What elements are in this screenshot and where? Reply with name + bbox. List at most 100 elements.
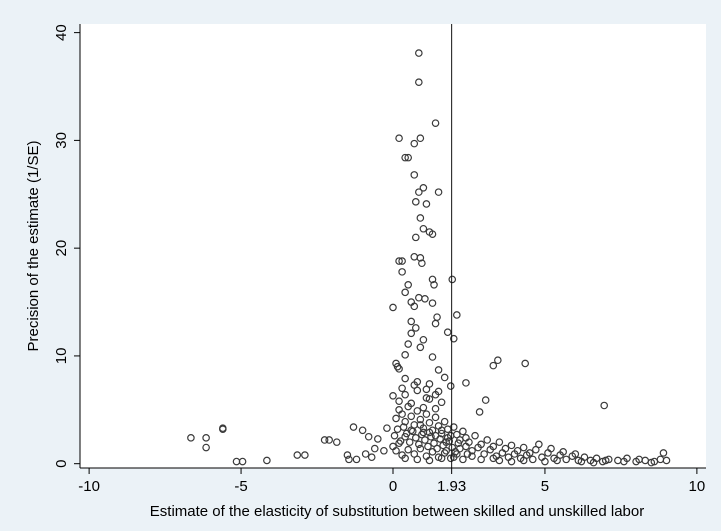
y-tick-label: 0 bbox=[53, 460, 70, 468]
data-point bbox=[437, 454, 446, 463]
data-point bbox=[325, 436, 333, 444]
data-point bbox=[395, 365, 403, 373]
data-point bbox=[601, 456, 610, 465]
data-point bbox=[494, 356, 502, 365]
data-point bbox=[416, 214, 425, 222]
data-point bbox=[553, 456, 561, 465]
data-point bbox=[477, 455, 485, 464]
data-point bbox=[419, 428, 428, 437]
data-point bbox=[443, 434, 452, 442]
data-point bbox=[449, 453, 458, 462]
data-point bbox=[398, 410, 406, 418]
data-point bbox=[443, 328, 452, 337]
data-point bbox=[415, 188, 423, 196]
data-point bbox=[389, 391, 397, 400]
data-point bbox=[395, 134, 403, 143]
x-tick-label: 0 bbox=[389, 478, 397, 495]
data-point bbox=[404, 340, 412, 348]
data-point bbox=[401, 351, 409, 359]
data-point bbox=[238, 457, 247, 466]
data-point bbox=[407, 329, 416, 338]
data-point bbox=[489, 442, 498, 451]
x-tick-label: 10 bbox=[689, 478, 706, 495]
data-point bbox=[571, 450, 580, 458]
data-point bbox=[431, 119, 440, 127]
x-axis-title: Estimate of the elasticity of substituti… bbox=[150, 503, 644, 520]
x-tick-label: 1.93 bbox=[437, 478, 466, 495]
data-point bbox=[392, 414, 400, 423]
data-point bbox=[442, 438, 450, 446]
data-point bbox=[389, 303, 397, 312]
data-point bbox=[459, 427, 467, 436]
x-tick-label: 5 bbox=[541, 478, 549, 495]
data-point bbox=[481, 396, 490, 404]
data-point bbox=[519, 443, 528, 452]
data-point bbox=[416, 415, 425, 424]
data-point bbox=[411, 434, 420, 442]
data-point bbox=[405, 438, 414, 446]
data-point bbox=[462, 379, 470, 387]
data-point bbox=[380, 446, 388, 455]
data-point bbox=[456, 444, 464, 453]
data-point bbox=[528, 455, 537, 464]
data-point bbox=[374, 435, 382, 443]
data-point bbox=[600, 401, 608, 410]
data-point bbox=[401, 288, 409, 297]
plot-area bbox=[80, 24, 706, 468]
data-point bbox=[647, 458, 656, 467]
data-point bbox=[419, 403, 428, 412]
data-point bbox=[411, 198, 420, 206]
data-point bbox=[521, 359, 529, 368]
data-point bbox=[475, 408, 484, 416]
data-point bbox=[431, 431, 440, 440]
data-point bbox=[425, 418, 434, 427]
data-point bbox=[418, 259, 426, 268]
data-point bbox=[349, 423, 358, 431]
data-point bbox=[367, 453, 376, 462]
y-tick-label: 20 bbox=[53, 240, 70, 257]
data-point bbox=[425, 395, 434, 403]
x-tick-label: -10 bbox=[78, 478, 100, 495]
data-point bbox=[431, 319, 440, 328]
data-point bbox=[519, 456, 528, 465]
data-point bbox=[358, 426, 367, 435]
y-tick-label: 30 bbox=[53, 132, 70, 149]
data-point bbox=[416, 254, 425, 262]
data-point bbox=[446, 382, 455, 390]
data-point bbox=[202, 434, 210, 442]
data-point bbox=[404, 153, 412, 162]
data-point bbox=[395, 397, 403, 405]
data-point bbox=[411, 233, 420, 242]
data-point bbox=[659, 449, 668, 457]
data-point bbox=[422, 385, 431, 394]
data-point bbox=[424, 442, 432, 451]
data-point bbox=[430, 280, 438, 289]
data-point bbox=[513, 446, 522, 455]
data-point bbox=[401, 432, 409, 441]
data-point bbox=[364, 432, 373, 441]
data-point bbox=[398, 257, 406, 265]
data-point bbox=[332, 438, 341, 446]
data-point bbox=[421, 295, 429, 303]
data-point bbox=[352, 455, 361, 464]
data-point bbox=[428, 448, 437, 456]
data-point bbox=[495, 438, 504, 446]
data-point bbox=[477, 440, 485, 449]
y-axis-ticks: 0 10 20 30 40 bbox=[53, 24, 80, 468]
data-point bbox=[535, 440, 543, 449]
data-point bbox=[425, 456, 434, 465]
data-point bbox=[449, 423, 458, 431]
data-point bbox=[395, 439, 403, 448]
data-point bbox=[468, 452, 476, 460]
x-tick-label: -5 bbox=[234, 478, 247, 495]
data-point bbox=[483, 436, 492, 444]
data-point bbox=[187, 434, 195, 442]
data-point bbox=[383, 424, 391, 432]
data-point bbox=[419, 184, 428, 192]
data-point bbox=[343, 451, 352, 459]
data-point bbox=[401, 374, 409, 383]
data-point bbox=[361, 450, 370, 458]
data-point bbox=[202, 443, 210, 452]
data-point bbox=[448, 275, 457, 284]
